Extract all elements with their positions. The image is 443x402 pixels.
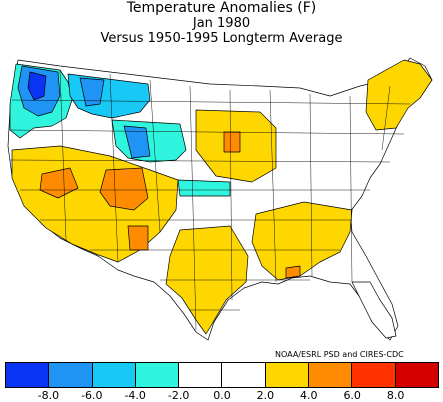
region-new-england-yellow	[365, 59, 433, 131]
map-date: Jan 1980	[192, 16, 251, 31]
climate-division-lines	[9, 69, 411, 331]
legend-swatch-1	[49, 363, 93, 387]
region-colorado-teal	[177, 179, 231, 197]
legend-swatch-5	[222, 363, 266, 387]
data-credit: NOAA/ESRL PSD and CIRES-CDC	[275, 350, 404, 359]
legend-swatch-2	[92, 363, 136, 387]
legend-tick-label: -8.0	[37, 389, 60, 402]
legend-tick-label: 2.0	[256, 389, 275, 402]
region-florida	[351, 281, 397, 339]
color-legend	[5, 362, 439, 388]
legend-swatch-4	[179, 363, 223, 387]
region-idaho-deep-blue	[27, 71, 47, 101]
legend-swatch-6	[265, 363, 310, 387]
legend-swatch-9	[395, 363, 438, 387]
legend-tick-label: -2.0	[167, 389, 190, 402]
region-nevada-orange	[39, 167, 79, 199]
us-anomaly-map	[7, 57, 433, 341]
region-wyoming-blue	[123, 125, 151, 159]
region-utah-orange	[99, 167, 149, 211]
region-southwest-orange	[127, 225, 149, 251]
legend-tick-label: -6.0	[81, 389, 103, 402]
legend-swatch-8	[352, 363, 396, 387]
map-title: Temperature Anomalies (F)	[126, 0, 317, 16]
legend-swatch-3	[135, 363, 180, 387]
region-iowa-orange	[223, 131, 241, 153]
legend-swatch-0	[6, 363, 50, 387]
legend-tick-label: 4.0	[300, 389, 318, 402]
legend-tick-label: 6.0	[343, 389, 361, 402]
region-montana-blue	[79, 77, 105, 107]
map-subtitle: Versus 1950-1995 Longterm Average	[100, 31, 343, 46]
legend-tick-label: 0.0	[213, 389, 231, 402]
region-louisiana-orange	[285, 265, 301, 279]
legend-tick-label: 8.0	[386, 389, 405, 402]
legend-swatch-7	[309, 363, 353, 387]
legend-tick-label: -4.0	[124, 389, 146, 402]
region-southeast-yellow	[251, 201, 353, 281]
